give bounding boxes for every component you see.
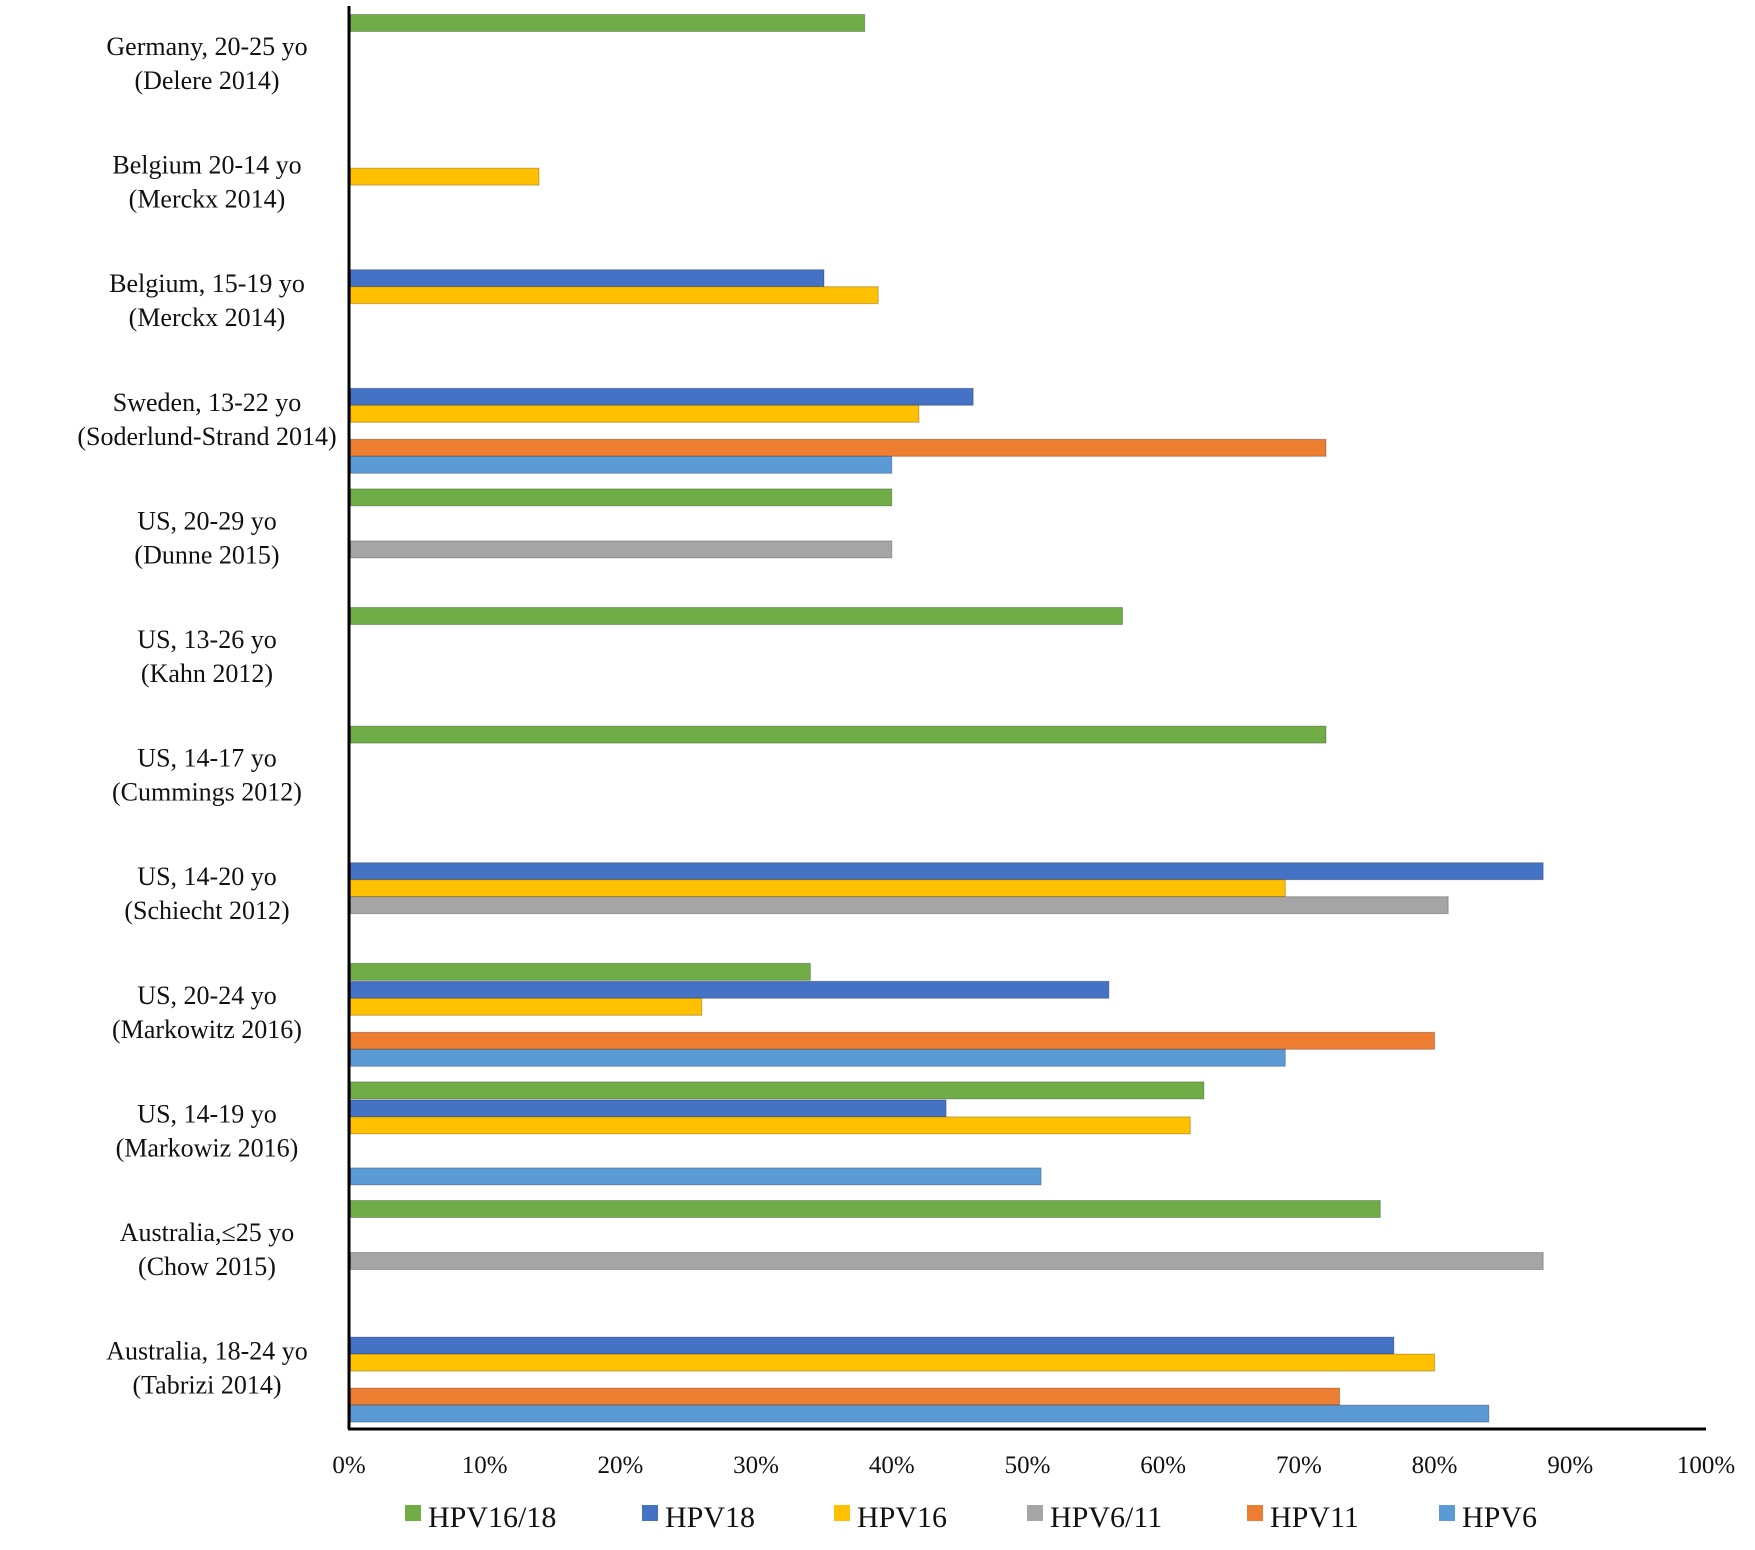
category-label-line-1: US, 14-19 yo — [137, 1099, 276, 1128]
x-tick-label: 40% — [869, 1452, 915, 1479]
category-label-line-2: (Markowitz 2016) — [112, 1015, 302, 1044]
category-label-line-1: US, 20-29 yo — [137, 506, 276, 535]
bar-hpv16-row-12 — [350, 1353, 1436, 1372]
x-tick-label: 0% — [332, 1452, 365, 1479]
category-label-line-2: (Schiecht 2012) — [124, 896, 289, 925]
x-tick-label: 90% — [1547, 1452, 1593, 1479]
bar-hpv6-row-12 — [350, 1404, 1490, 1423]
category-label: US, 20-24 yo (Markowitz 2016) — [112, 981, 302, 1044]
legend-label-hpv18: HPV18 — [665, 1501, 755, 1534]
bar-hpv6-11-row-5 — [350, 540, 893, 559]
bar-hpv16-18-row-7 — [350, 725, 1327, 744]
category-label: Australia,≤25 yo (Chow 2015) — [120, 1218, 295, 1281]
bar-hpv6-row-10 — [350, 1167, 1042, 1186]
bar-hpv18-row-9 — [350, 980, 1110, 999]
category-label: Belgium, 15-19 yo (Merckx 2014) — [109, 269, 305, 332]
x-tick-label: 60% — [1140, 1452, 1186, 1479]
category-label-line-1: Australia, 18-24 yo — [106, 1337, 307, 1366]
legend-label-hpv16-18: HPV16/18 — [428, 1501, 556, 1534]
legend-label-hpv11: HPV11 — [1270, 1501, 1359, 1534]
bar-hpv16-row-3 — [350, 286, 879, 305]
category-label: Belgium 20-14 yo (Merckx 2014) — [112, 151, 301, 214]
category-label-line-2: (Chow 2015) — [138, 1252, 276, 1281]
category-label: US, 20-29 yo (Dunne 2015) — [134, 506, 279, 569]
bar-hpv11-row-12 — [350, 1387, 1341, 1406]
x-tick-label: 30% — [733, 1452, 779, 1479]
bar-hpv6-row-9 — [350, 1048, 1286, 1067]
category-label-line-2: (Kahn 2012) — [141, 659, 273, 688]
x-tick-label: 50% — [1005, 1452, 1051, 1479]
legend-swatch-hpv11 — [1247, 1505, 1263, 1521]
category-label-line-2: (Markowiz 2016) — [116, 1133, 299, 1162]
category-label: US, 13-26 yo (Kahn 2012) — [137, 625, 276, 688]
bar-hpv16-18-row-9 — [350, 962, 811, 981]
legend-swatch-hpv6 — [1439, 1505, 1455, 1521]
legend: HPV16/18 HPV18 HPV16 HPV6/11 HPV11 HPV6 — [405, 1501, 1537, 1534]
x-tick-label: 20% — [597, 1452, 643, 1479]
category-label-line-2: (Dunne 2015) — [134, 540, 279, 569]
category-label-line-1: Belgium 20-14 yo — [112, 151, 301, 180]
category-labels: Germany, 20-25 yo (Delere 2014) Belgium 20… — [77, 32, 336, 1400]
category-label: US, 14-19 yo (Markowiz 2016) — [116, 1099, 299, 1162]
category-label: Australia, 18-24 yo (Tabrizi 2014) — [106, 1337, 307, 1400]
category-label-line-2: (Merckx 2014) — [129, 185, 286, 214]
bar-hpv16-18-row-5 — [350, 488, 893, 507]
bar-hpv6-11-row-11 — [350, 1252, 1544, 1270]
category-label-line-1: US, 13-26 yo — [137, 625, 276, 654]
x-tick-label: 100% — [1677, 1452, 1735, 1479]
category-label-line-1: US, 20-24 yo — [137, 981, 276, 1010]
bar-hpv16-18-row-10 — [350, 1081, 1205, 1100]
bar-hpv6-row-4 — [350, 455, 893, 474]
category-label-line-2: (Cummings 2012) — [112, 778, 302, 807]
bar-hpv16-18-row-6 — [350, 607, 1123, 625]
bar-hpv16-row-8 — [350, 879, 1286, 898]
category-label: US, 14-17 yo (Cummings 2012) — [112, 744, 302, 807]
category-label-line-2: (Merckx 2014) — [129, 303, 286, 332]
x-tick-label: 70% — [1276, 1452, 1322, 1479]
bar-hpv11-row-4 — [350, 438, 1327, 457]
category-label-line-2: (Delere 2014) — [134, 66, 279, 95]
bar-hpv16-row-2 — [350, 167, 540, 186]
x-tick-label: 10% — [462, 1452, 508, 1479]
axes-layer — [347, 6, 1706, 1431]
category-label-line-1: US, 14-17 yo — [137, 744, 276, 773]
category-label: Sweden, 13-22 yo (Soderlund-Strand 2014) — [77, 388, 336, 451]
bar-hpv11-row-9 — [350, 1031, 1436, 1050]
bar-hpv16-row-10 — [350, 1116, 1191, 1135]
category-label: US, 14-20 yo (Schiecht 2012) — [124, 862, 289, 925]
category-label-line-1: Australia,≤25 yo — [120, 1218, 295, 1247]
bar-hpv16-row-9 — [350, 997, 703, 1016]
bar-hpv18-row-3 — [350, 269, 825, 288]
legend-label-hpv6: HPV6 — [1462, 1501, 1537, 1534]
category-label-line-1: US, 14-20 yo — [137, 862, 276, 891]
category-label-line-1: Belgium, 15-19 yo — [109, 269, 305, 298]
bars-layer — [350, 14, 1544, 1423]
category-label-line-1: Germany, 20-25 yo — [106, 32, 307, 61]
bar-hpv16-row-4 — [350, 404, 920, 423]
legend-swatch-hpv6-11 — [1027, 1505, 1043, 1521]
bar-hpv18-row-12 — [350, 1336, 1395, 1355]
category-label-line-2: (Soderlund-Strand 2014) — [77, 422, 336, 451]
bar-hpv18-row-4 — [350, 387, 974, 406]
bar-hpv18-row-10 — [350, 1099, 947, 1118]
bar-hpv6-11-row-8 — [350, 896, 1449, 915]
bar-hpv16-18-row-1 — [350, 14, 866, 32]
legend-label-hpv16: HPV16 — [857, 1501, 947, 1534]
legend-swatch-hpv16-18 — [405, 1505, 421, 1521]
legend-swatch-hpv16 — [834, 1505, 850, 1521]
legend-label-hpv6-11: HPV6/11 — [1050, 1501, 1162, 1534]
legend-swatch-hpv18 — [642, 1505, 658, 1521]
category-label-line-1: Sweden, 13-22 yo — [113, 388, 301, 417]
x-tick-labels: 0% 10% 20% 30% 40% 50% 60% 70% 80% 90% 100% — [332, 1452, 1735, 1479]
category-label: Germany, 20-25 yo (Delere 2014) — [106, 32, 307, 95]
bar-hpv16-18-row-11 — [350, 1200, 1381, 1218]
bar-hpv18-row-8 — [350, 862, 1544, 881]
x-tick-label: 80% — [1412, 1452, 1458, 1479]
category-label-line-2: (Tabrizi 2014) — [132, 1371, 281, 1400]
